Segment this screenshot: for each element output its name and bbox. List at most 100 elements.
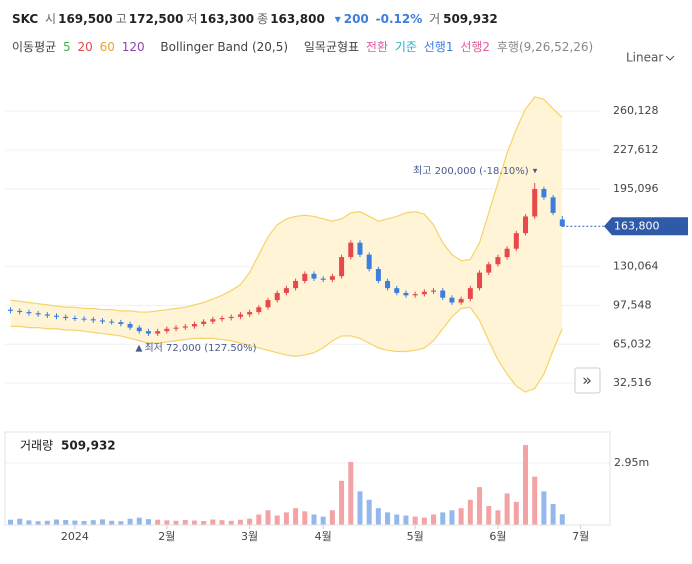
- y-tick-label: 2.95m: [614, 456, 649, 469]
- candle-body: [118, 322, 124, 325]
- ichimoku-line: 기준: [394, 40, 417, 54]
- candle-body: [72, 318, 78, 320]
- ichimoku-line: 선행2: [460, 40, 491, 54]
- ichimoku-params: (9,26,52,26): [518, 40, 594, 54]
- volume-bar: [532, 476, 538, 525]
- volume-bar: [421, 517, 427, 525]
- ohlc-value: 163,300: [199, 12, 255, 26]
- ohlc-value: 172,500: [128, 12, 184, 26]
- y-tick-label: 227,612: [613, 143, 659, 156]
- volume-bar: [513, 501, 519, 525]
- candle-body: [357, 242, 363, 255]
- volume-bar: [247, 518, 253, 525]
- candle-body: [145, 331, 151, 334]
- x-tick-label: 5월: [407, 530, 424, 543]
- volume-bar: [339, 480, 345, 525]
- ohlc: 시 169,500 고 172,500 저 163,300 종 163,800: [45, 12, 328, 26]
- candle-body: [495, 257, 501, 265]
- ma-20: 20: [77, 40, 93, 54]
- scroll-button[interactable]: [574, 367, 601, 394]
- volume-bar: [559, 514, 565, 525]
- volume-bar: [182, 519, 188, 525]
- candle-body: [228, 316, 234, 319]
- volume-bar: [366, 499, 372, 525]
- ohlc-label: 시: [45, 12, 57, 26]
- volume-bar: [440, 512, 446, 525]
- y-tick-label: 65,032: [613, 337, 652, 350]
- candle-body: [550, 197, 556, 213]
- candle-body: [412, 294, 418, 296]
- bollinger-fill: [10, 96, 563, 393]
- candle-body: [256, 307, 262, 313]
- volume-bar: [394, 514, 400, 525]
- volume-bar: [458, 508, 464, 525]
- volume: 509,932: [443, 12, 498, 26]
- high-marker: ▾: [533, 166, 538, 176]
- volume-bar: [412, 516, 418, 525]
- volume-bar: [385, 512, 391, 525]
- candle-body: [164, 328, 170, 332]
- candle-body: [127, 324, 133, 328]
- volume-bar: [90, 520, 96, 525]
- volume-bar: [210, 519, 216, 525]
- candle-body: [366, 254, 372, 270]
- candle-body: [431, 290, 437, 292]
- volume-bar: [320, 516, 326, 525]
- y-tick-label: 195,096: [613, 182, 659, 195]
- candle-body: [99, 320, 105, 322]
- volume-bar: [127, 518, 133, 525]
- candle-body: [385, 280, 391, 289]
- change: 200: [343, 12, 369, 26]
- volume-bar: [431, 514, 437, 525]
- scroll-icon[interactable]: »: [582, 371, 592, 390]
- candle-body: [477, 272, 483, 289]
- y-tick-label: 260,128: [613, 104, 659, 117]
- x-tick-label: 3월: [241, 530, 258, 543]
- candle-body: [513, 233, 519, 249]
- volume-value: 509,932: [61, 439, 116, 453]
- volume-bar: [348, 461, 354, 525]
- x-tick-label: 7월: [572, 530, 589, 543]
- candle-body: [35, 313, 41, 315]
- bollinger-line: [10, 306, 563, 393]
- candle-body: [559, 219, 565, 227]
- volume-bar: [293, 508, 299, 525]
- plot: 32,516 65,032 97,548 130,064 195,096 227,612 2…: [5, 96, 688, 543]
- candle-body: [136, 327, 142, 332]
- volume-bar: [35, 521, 41, 525]
- volume-bar: [477, 487, 483, 525]
- volume-bar: [504, 493, 510, 525]
- candle-body: [283, 288, 289, 293]
- volume-bar: [523, 445, 529, 525]
- volume-bar: [237, 519, 243, 525]
- scale-label[interactable]: Linear: [626, 51, 663, 65]
- candle-body: [90, 319, 96, 321]
- candle-body: [339, 257, 345, 277]
- volume-bar: [44, 520, 50, 525]
- last-price-label: 163,800: [614, 219, 660, 232]
- scale-caret[interactable]: [665, 55, 675, 61]
- indicator-legend: 이동평균 5 20 60 120 Bollinger Band (20,5) 일…: [12, 38, 596, 55]
- candle-body: [191, 324, 197, 327]
- volume-bar: [53, 519, 59, 525]
- candle-body: [173, 327, 179, 329]
- candle-body: [440, 290, 446, 298]
- ichimoku-line: 전환: [365, 40, 389, 54]
- candle-body: [237, 314, 243, 317]
- candle-body: [421, 291, 427, 295]
- volume-bar: [403, 515, 409, 525]
- candle-body: [26, 312, 32, 314]
- volume-bar: [118, 521, 124, 525]
- candle-body: [458, 298, 464, 303]
- change-pct: -0.12%: [375, 12, 423, 26]
- ohlc-label: 종: [257, 12, 269, 26]
- candle-body: [155, 331, 161, 334]
- candle-body: [293, 280, 299, 289]
- y-tick-label: 32,516: [613, 376, 652, 389]
- bollinger-line: [10, 96, 563, 313]
- ohlc-value: 169,500: [58, 12, 113, 26]
- volume-bar: [541, 491, 547, 525]
- candle-body: [486, 264, 492, 273]
- candle-body: [329, 276, 335, 280]
